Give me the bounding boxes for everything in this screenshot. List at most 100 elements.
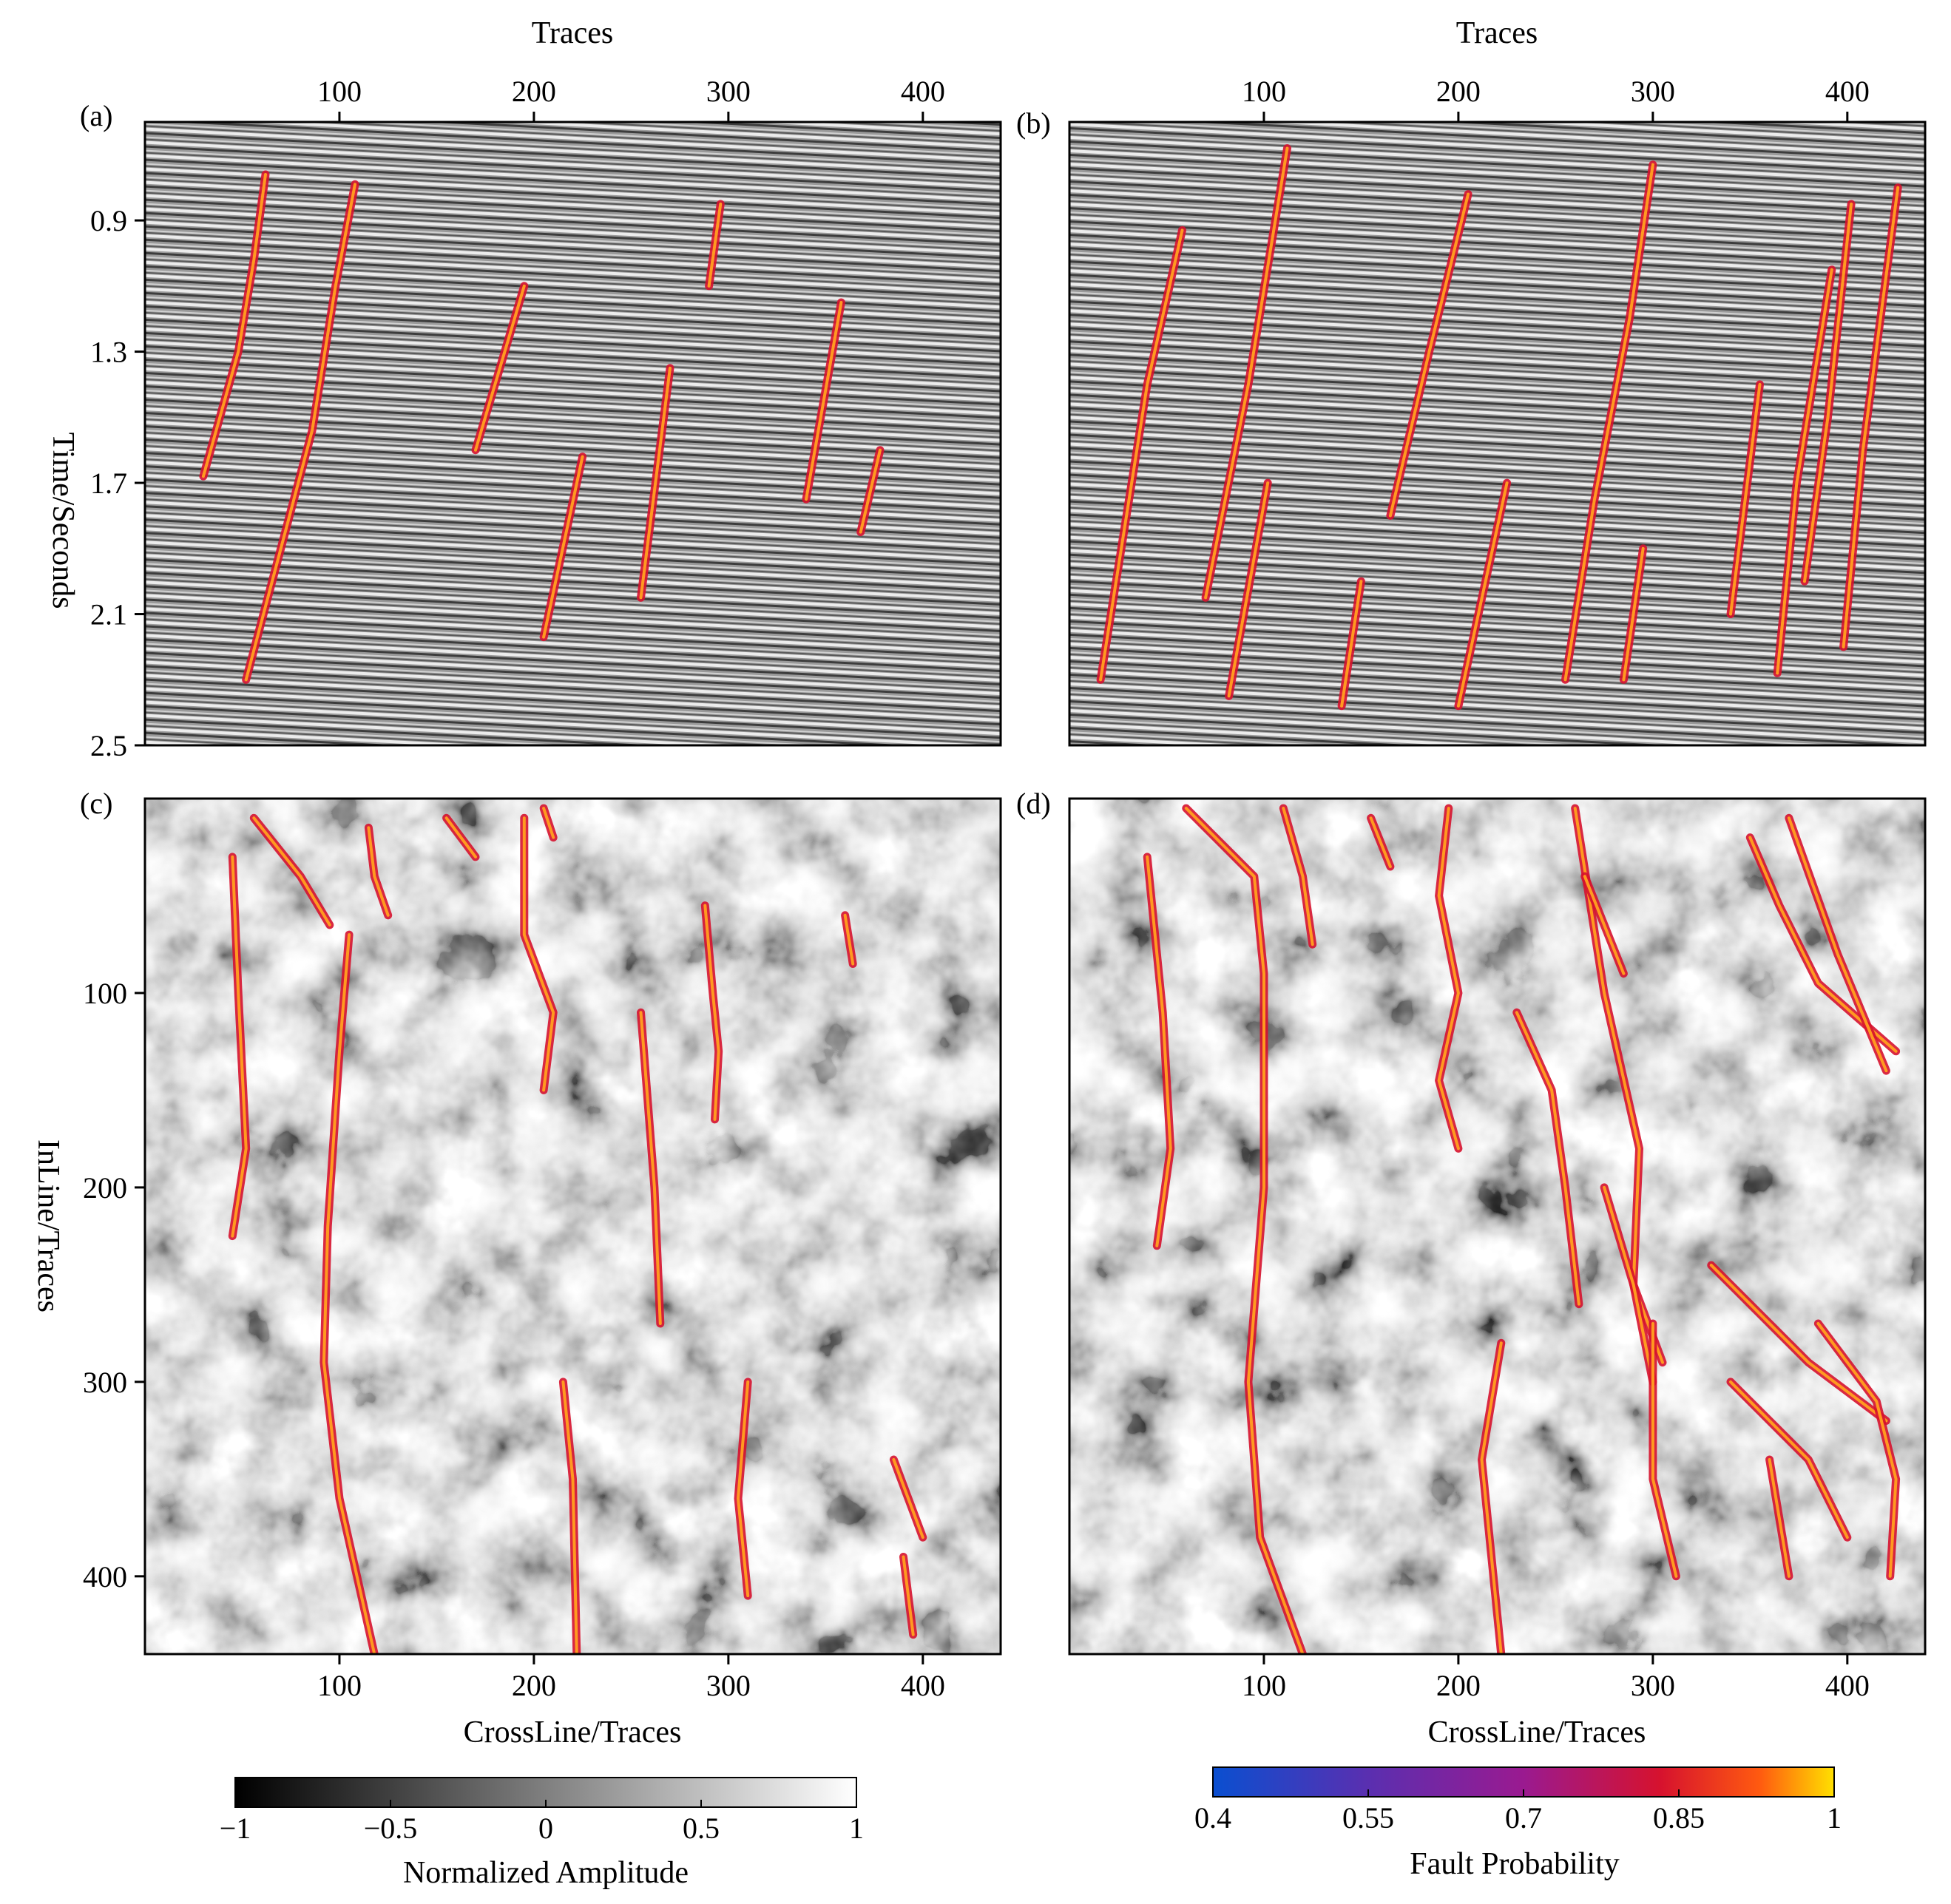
amplitude-cb-tick-label-1: −0.5: [364, 1812, 418, 1845]
x-tick-label-b-1: 200: [1436, 75, 1481, 108]
fault-core-d-13: [1709, 1264, 1888, 1423]
fault-core-d-1: [1184, 807, 1305, 1654]
panel-d: (d) 100 200 300 400 CrossLine/Traces: [1016, 787, 1927, 1749]
x-tick-label-d-3: 400: [1825, 1669, 1870, 1702]
fault-core-d-2: [1282, 807, 1314, 946]
panel-d-faults: [1143, 804, 1901, 1654]
x-tick-label-d-2: 300: [1631, 1669, 1675, 1702]
fault-core-b-2: [1227, 481, 1270, 698]
fault-core-c-8: [639, 1011, 662, 1325]
fault-core-d-10: [1651, 1322, 1678, 1578]
y-tick-label-a-1: 1.3: [90, 336, 127, 369]
fault-core-c-5: [522, 816, 555, 1092]
fault-core-d-14: [1729, 1380, 1849, 1539]
fault-core-a-6: [805, 301, 843, 501]
panel-c-label: (c): [80, 787, 112, 820]
fault-core-c-4: [444, 816, 477, 858]
fault-core-d-0: [1146, 855, 1172, 1247]
fault-core-d-15: [1816, 1322, 1898, 1578]
fault-cb-tick-label-1: 0.55: [1342, 1801, 1394, 1834]
fault-core-b-9: [1776, 268, 1833, 675]
panel-a-faults: [199, 170, 885, 684]
panel-a-top-axis-title: Traces: [532, 16, 613, 50]
fault-core-b-7: [1622, 546, 1645, 682]
x-tick-label-b-3: 400: [1825, 75, 1870, 108]
fault-colorbar-ticks: 0.4 0.55 0.7 0.85 1: [1194, 1789, 1842, 1834]
y-tick-label-c-2: 300: [83, 1366, 127, 1399]
fault-core-b-4: [1340, 580, 1363, 708]
y-tick-label-c-3: 400: [83, 1560, 127, 1593]
panel-d-frame: [1068, 797, 1927, 1656]
fault-core-d-3: [1369, 816, 1392, 868]
x-tick-label-d-1: 200: [1436, 1669, 1481, 1702]
x-tick-label-a-1: 200: [512, 75, 556, 108]
fault-core-a-7: [859, 448, 882, 534]
x-tick-label-a-0: 100: [317, 75, 362, 108]
x-tick-label-c-3: 400: [901, 1669, 945, 1702]
fault-core-b-8: [1729, 382, 1762, 616]
x-tick-label-a-2: 300: [706, 75, 751, 108]
amplitude-cb-tick-label-0: −1: [220, 1812, 251, 1845]
panel-b-seismic-background: [1069, 122, 1925, 745]
fault-core-a-5: [639, 366, 672, 600]
panel-d-x-ticks: 100 200 300 400: [1242, 1654, 1870, 1702]
panel-c-y-axis-title: InLine/Traces: [31, 1139, 65, 1312]
fault-core-a-4: [707, 202, 723, 288]
panel-a-label: (a): [80, 99, 112, 132]
panel-c-x-axis-title: CrossLine/Traces: [464, 1715, 682, 1749]
fault-core-d-5: [1573, 807, 1664, 1364]
x-tick-label-b-2: 300: [1631, 75, 1675, 108]
panel-b: Traces (b) 100 200 300 400: [1016, 16, 1927, 747]
x-tick-label-c-0: 100: [317, 1669, 362, 1702]
fault-core-d-9: [1480, 1341, 1503, 1654]
fault-core-d-6: [1583, 875, 1626, 975]
panel-a-frame: [143, 121, 1002, 747]
fault-core-c-9: [561, 1380, 578, 1654]
amplitude-cb-tick-label-3: 0.5: [683, 1812, 720, 1845]
x-tick-label-b-0: 100: [1242, 75, 1286, 108]
fault-core-d-4: [1437, 807, 1460, 1151]
fault-core-b-10: [1803, 202, 1853, 583]
amplitude-cb-tick-label-4: 1: [849, 1812, 864, 1845]
panel-a: Traces (a) 100 200 300 400 0.91.31.72.12.5 …: [46, 16, 1002, 762]
panel-b-top-axis-title: Traces: [1456, 16, 1538, 50]
x-tick-label-c-2: 300: [706, 1669, 751, 1702]
x-tick-label-d-0: 100: [1242, 1669, 1286, 1702]
fault-core-b-1: [1204, 146, 1289, 600]
panel-c-y-ticks: 100 200 300 400: [83, 977, 145, 1593]
fault-core-c-10: [737, 1380, 750, 1598]
panel-c-faults: [228, 804, 927, 1654]
fault-core-b-11: [1842, 186, 1900, 648]
panel-d-amplitude-background: [1069, 799, 1925, 1654]
fault-core-d-12: [1787, 816, 1888, 1073]
fault-core-a-3: [542, 455, 584, 639]
y-tick-label-a-0: 0.9: [90, 204, 127, 237]
fault-core-c-11: [892, 1458, 924, 1539]
fault-core-c-3: [367, 826, 390, 917]
fault-core-d-16: [1768, 1458, 1791, 1578]
panel-b-frame: [1068, 121, 1927, 747]
fault-core-b-6: [1563, 163, 1654, 682]
panel-c-frame: [143, 797, 1002, 1656]
x-tick-label-a-3: 400: [901, 75, 945, 108]
fault-core-c-12: [902, 1555, 915, 1636]
y-tick-label-a-4: 2.5: [90, 729, 127, 762]
fault-core-a-2: [474, 284, 526, 452]
y-tick-label-a-3: 2.1: [90, 598, 127, 631]
fault-core-c-6: [542, 807, 555, 839]
panel-a-seismic-background: [145, 122, 1001, 745]
fault-core-b-5: [1456, 481, 1509, 708]
panel-d-x-axis-title: CrossLine/Traces: [1428, 1715, 1646, 1749]
fault-core-c-13: [843, 913, 855, 966]
panel-a-y-ticks: 0.9 1.3 1.7 2.1 2.5: [90, 204, 145, 762]
y-tick-label-c-0: 100: [83, 977, 127, 1010]
fault-core-a-1: [244, 183, 356, 682]
panel-c-x-ticks: 100 200 300 400: [317, 1654, 945, 1702]
panel-b-label: (b): [1016, 106, 1051, 140]
fault-core-b-0: [1099, 228, 1184, 682]
amplitude-colorbar-ticks: −1 −0.5 0 0.5 1: [220, 1800, 864, 1845]
fault-core-c-2: [322, 933, 376, 1654]
fault-core-d-8: [1603, 1185, 1654, 1383]
fault-cb-tick-label-0: 0.4: [1194, 1801, 1231, 1834]
fault-cb-tick-label-2: 0.7: [1505, 1801, 1542, 1834]
